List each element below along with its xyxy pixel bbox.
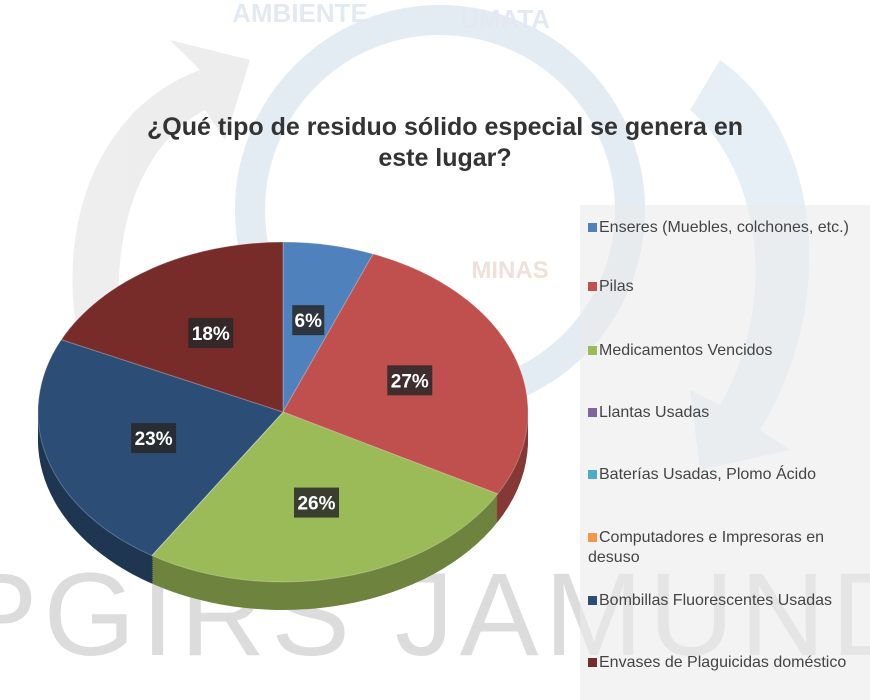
- legend-label: Computadores e Impresoras en desuso: [588, 529, 824, 566]
- legend-label: Enseres (Muebles, colchones, etc.): [599, 219, 849, 236]
- legend-swatch: [588, 346, 597, 355]
- slice: [282, 241, 374, 414]
- legend-label: Envases de Plaguicidas doméstico: [599, 654, 847, 671]
- legend-item: Computadores e Impresoras en desuso: [588, 528, 868, 568]
- legend-item: Pilas: [588, 277, 868, 297]
- data-label: 27%: [391, 371, 429, 392]
- legend-item: Llantas Usadas: [588, 403, 868, 423]
- watermark-text: AMBIENTE: [232, 0, 368, 28]
- legend-label: Pilas: [599, 278, 634, 295]
- legend-item: Baterías Usadas, Plomo Ácido: [588, 465, 868, 485]
- data-label: 18%: [192, 324, 230, 345]
- legend-label: Baterías Usadas, Plomo Ácido: [599, 466, 816, 483]
- watermark-text: MINAS: [471, 257, 548, 284]
- legend-swatch: [588, 596, 597, 605]
- legend-item: Enseres (Muebles, colchones, etc.): [588, 218, 868, 238]
- legend-swatch: [588, 470, 597, 479]
- chart-title: ¿Qué tipo de residuo sólido especial se …: [147, 113, 743, 172]
- legend-label: Bombillas Fluorescentes Usadas: [599, 592, 832, 609]
- label-box: [292, 305, 325, 336]
- label-box: [387, 365, 433, 396]
- data-label: 26%: [297, 494, 335, 515]
- legend-swatch: [588, 282, 597, 291]
- data-label: 23%: [135, 429, 173, 450]
- legend-swatch: [588, 223, 597, 232]
- legend-swatch: [588, 658, 597, 667]
- legend-label: Llantas Usadas: [599, 404, 710, 421]
- legend-item: Bombillas Fluorescentes Usadas: [588, 591, 868, 611]
- label-box: [294, 487, 340, 518]
- legend-swatch: [588, 408, 597, 417]
- label-box: [131, 423, 177, 454]
- label-box: [188, 318, 234, 349]
- data-label: 6%: [295, 311, 323, 332]
- pie: 6% 27% 26% 23% 18%: [37, 241, 529, 610]
- legend-item: Medicamentos Vencidos: [588, 341, 868, 361]
- slice: [60, 241, 284, 413]
- legend-item: Envases de Plaguicidas doméstico: [588, 653, 868, 673]
- legend-swatch: [588, 533, 597, 542]
- watermark-text: UMATA: [460, 4, 550, 34]
- legend-label: Medicamentos Vencidos: [599, 342, 773, 359]
- legend: Enseres (Muebles, colchones, etc.) Pilas M…: [580, 205, 870, 700]
